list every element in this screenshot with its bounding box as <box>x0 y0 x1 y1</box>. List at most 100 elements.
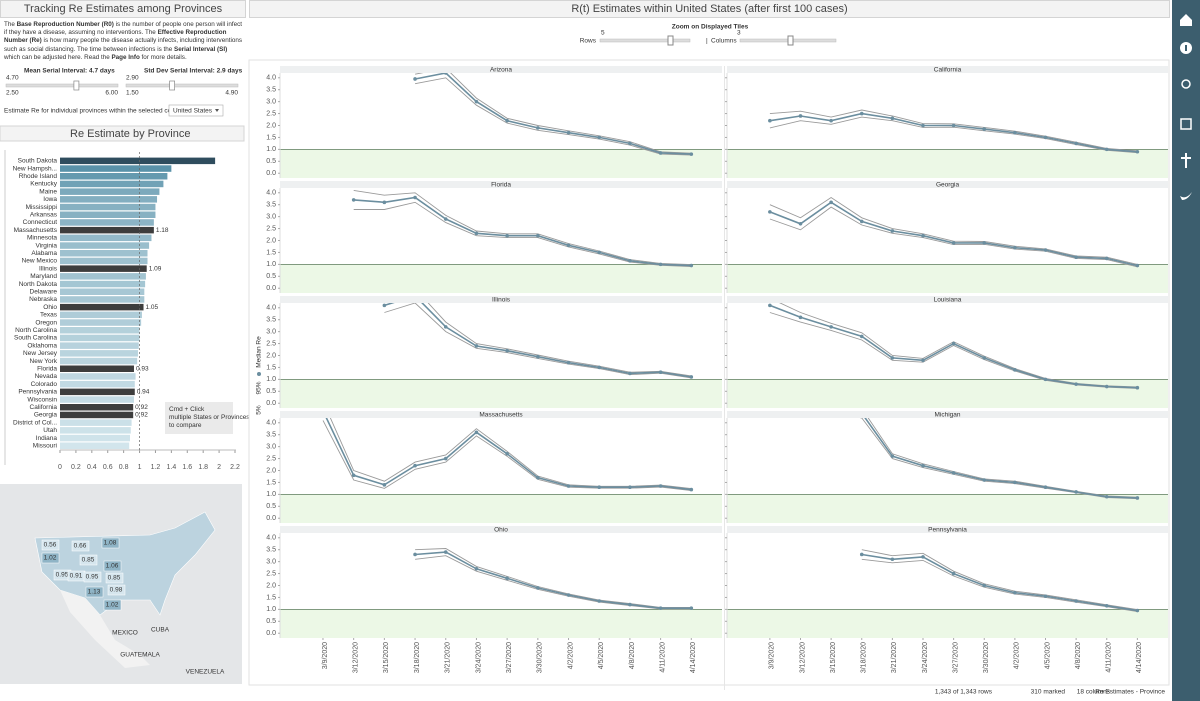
median-point <box>1135 385 1140 390</box>
x-tick-label: 1.6 <box>182 464 192 471</box>
footer-text: 1,343 of 1,343 rows <box>935 689 993 696</box>
y-tick-label: 3.0 <box>266 558 276 565</box>
bar[interactable] <box>60 319 142 326</box>
bar[interactable] <box>60 419 132 426</box>
low-line <box>415 555 692 610</box>
below-threshold <box>727 149 1168 178</box>
bar[interactable] <box>60 327 140 334</box>
bar[interactable] <box>60 257 148 265</box>
bar[interactable] <box>60 350 138 357</box>
median-point <box>1043 485 1048 490</box>
check-icon[interactable] <box>1180 118 1192 130</box>
bar[interactable] <box>60 219 154 226</box>
tile-header <box>280 411 722 418</box>
map-value: 1.02 <box>106 602 119 609</box>
y-tick-label: Pennsylvania <box>18 389 57 396</box>
x-tick-label: 4/2/2020 <box>567 642 574 669</box>
bar[interactable] <box>60 442 130 450</box>
map-place: CUBA <box>151 627 170 634</box>
tile-title: Florida <box>491 182 511 189</box>
y-tick-label: South Carolina <box>14 335 57 342</box>
figure-icon[interactable] <box>1181 153 1191 168</box>
bar[interactable] <box>60 396 134 403</box>
bar[interactable] <box>60 388 135 396</box>
description-text: Page Info <box>111 53 140 61</box>
bar[interactable] <box>60 311 142 319</box>
bar[interactable] <box>60 404 134 411</box>
x-tick-label: 4/5/2020 <box>1044 642 1051 669</box>
y-tick-label: Ohio <box>43 304 57 311</box>
rows-value: 5 <box>601 30 605 37</box>
y-tick-label: 1.0 <box>266 376 276 383</box>
bar[interactable] <box>60 280 146 288</box>
country-dropdown[interactable] <box>168 104 224 117</box>
bar[interactable] <box>60 273 146 280</box>
slider-thumb[interactable] <box>169 80 175 91</box>
median-point <box>689 487 694 492</box>
y-tick-label: Utah <box>43 427 57 434</box>
x-tick-label: 1.8 <box>198 464 208 471</box>
y-tick-label: Wisconsin <box>27 396 57 403</box>
bar[interactable] <box>60 211 156 219</box>
median-point <box>982 583 987 588</box>
median-point <box>628 141 632 146</box>
bar[interactable] <box>60 188 160 195</box>
bar[interactable] <box>60 334 140 342</box>
tile-title: Arizona <box>490 67 512 74</box>
slider-thumb[interactable] <box>73 80 80 91</box>
median-point <box>597 250 602 255</box>
bar[interactable] <box>60 265 147 272</box>
y-tick-label: Connecticut <box>23 219 58 226</box>
bar[interactable] <box>60 196 158 203</box>
y-tick-label: 4.0 <box>266 190 276 197</box>
bar[interactable] <box>60 365 134 373</box>
bar[interactable] <box>60 157 216 165</box>
map-value: 1.06 <box>106 563 119 570</box>
median-point <box>1043 248 1048 252</box>
tile-header <box>280 66 722 73</box>
median-point <box>1104 256 1109 261</box>
bar[interactable] <box>60 165 172 172</box>
tile-header <box>727 66 1168 73</box>
median-point <box>859 219 864 224</box>
bar[interactable] <box>60 373 136 380</box>
bar[interactable] <box>60 242 150 249</box>
median-point <box>536 126 540 130</box>
median-line <box>861 553 1138 612</box>
twitter-icon[interactable] <box>1180 192 1192 200</box>
y-tick-label: 3.5 <box>266 317 276 324</box>
tile-title: Louisiana <box>934 297 962 304</box>
y-tick-label: 3.5 <box>266 87 276 94</box>
tile-header <box>727 526 1168 533</box>
y-tick-label: Texas <box>40 312 58 319</box>
bar[interactable] <box>60 434 130 442</box>
idea-icon[interactable] <box>1181 79 1191 89</box>
x-tick-label: 3/9/2020 <box>769 642 776 669</box>
y-tick-label: Rhode Island <box>19 173 58 180</box>
median-point <box>1013 130 1017 135</box>
bar[interactable] <box>60 203 156 211</box>
bar[interactable] <box>60 250 148 257</box>
bar[interactable] <box>60 342 139 349</box>
bar[interactable] <box>60 296 145 303</box>
y-tick-label: 4.0 <box>266 535 276 542</box>
bar[interactable] <box>60 226 154 234</box>
bar[interactable] <box>60 180 164 188</box>
rows-slider[interactable] <box>599 38 691 43</box>
bar[interactable] <box>60 303 144 311</box>
y-tick-label: 1.0 <box>266 606 276 613</box>
bar[interactable] <box>60 234 152 242</box>
median-point <box>1074 255 1078 260</box>
tile-title: Georgia <box>936 182 960 189</box>
bar[interactable] <box>60 427 131 434</box>
bar[interactable] <box>60 288 145 296</box>
bar[interactable] <box>60 173 168 180</box>
bar[interactable] <box>60 357 138 365</box>
median-point <box>351 473 356 478</box>
description-text: is how many people the disease actually … <box>4 37 243 53</box>
home-icon[interactable] <box>1180 14 1192 26</box>
high-line <box>415 73 692 154</box>
median-point <box>1135 149 1140 154</box>
bar[interactable] <box>60 380 135 388</box>
bar[interactable] <box>60 411 134 419</box>
